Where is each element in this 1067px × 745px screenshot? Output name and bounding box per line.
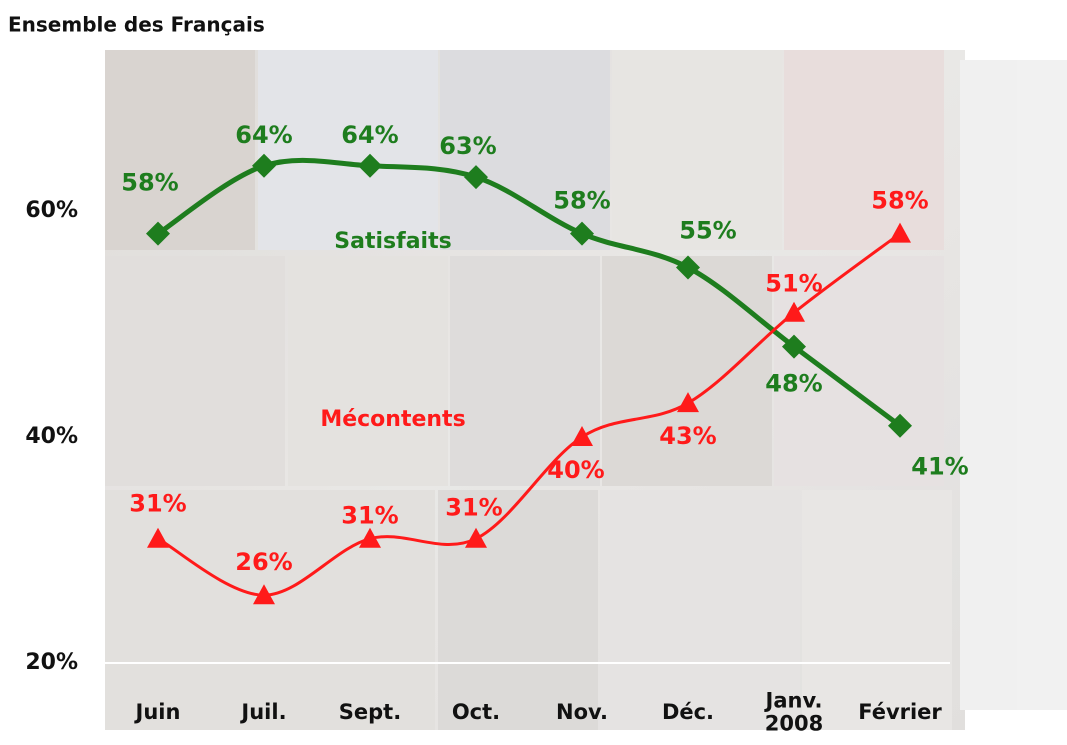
data-label: 31% [341, 502, 398, 530]
data-label: 58% [871, 187, 928, 215]
marker [570, 221, 594, 246]
chart-title: Ensemble des Français [8, 13, 265, 37]
marker [465, 527, 487, 548]
data-label: 48% [765, 370, 822, 398]
x-tick-label: Juil. [239, 700, 286, 724]
marker [889, 222, 911, 243]
x-tick-label: Juin [134, 700, 181, 724]
series-name: Mécontents [320, 407, 465, 432]
marker [253, 584, 275, 605]
x-tick-label: Février [858, 700, 942, 724]
data-label: 58% [553, 187, 610, 215]
data-label: 64% [341, 121, 398, 149]
series-name: Satisfaits [334, 229, 451, 254]
y-tick-label: 40% [25, 424, 78, 449]
x-tick-label: Oct. [452, 700, 500, 724]
marker [358, 153, 382, 178]
x-tick-label: Nov. [556, 700, 608, 724]
data-label: 51% [765, 270, 822, 298]
data-label: 31% [445, 494, 502, 522]
data-label: 41% [911, 453, 968, 481]
background-collage [105, 50, 1067, 730]
marker [782, 334, 806, 359]
marker [783, 301, 805, 322]
data-label: 31% [129, 490, 186, 518]
data-label: 58% [121, 169, 178, 197]
marker [252, 153, 276, 178]
marker [464, 165, 488, 190]
marker [571, 426, 593, 446]
data-label: 40% [547, 456, 604, 484]
y-tick-label: 60% [25, 198, 78, 223]
data-label: 26% [235, 548, 292, 576]
data-label: 64% [235, 121, 292, 149]
marker [359, 527, 381, 548]
marker [888, 413, 912, 438]
marker [147, 527, 169, 548]
x-tick-label: Déc. [662, 700, 714, 724]
x-tick-label: Sept. [339, 700, 401, 724]
marker [677, 392, 699, 413]
y-tick-label: 20% [25, 650, 78, 675]
data-label: 63% [439, 132, 496, 160]
marker [676, 255, 700, 280]
data-label: 55% [679, 217, 736, 245]
x-tick-label: Janv. 2008 [764, 688, 824, 735]
marker [146, 221, 170, 246]
data-label: 43% [659, 422, 716, 450]
